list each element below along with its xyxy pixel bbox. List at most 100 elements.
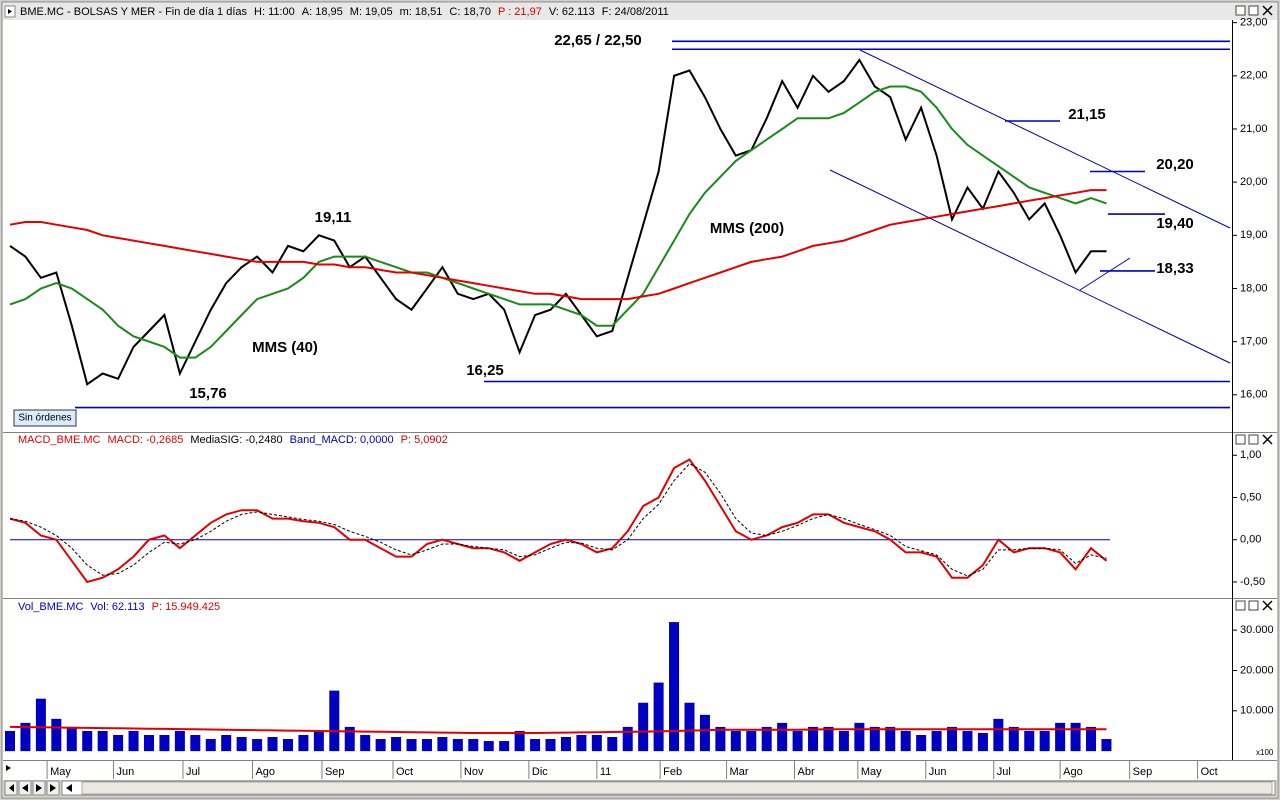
trend-line	[829, 169, 1231, 364]
volume-bar	[174, 730, 185, 752]
volume-bar	[1024, 730, 1035, 752]
volume-bar	[576, 734, 587, 752]
volume-bar	[1101, 739, 1112, 752]
volume-bar	[267, 737, 278, 752]
volume-bar	[669, 622, 680, 752]
panel-header: MACD_BME.MC MACD: -0,2685 MediaSIG: -0,248…	[18, 434, 448, 446]
volume-bar	[113, 734, 124, 752]
volume-bar	[730, 730, 741, 752]
annotation: 15,76	[189, 385, 227, 402]
x-tick-label: Jul	[997, 766, 1011, 778]
volume-bar	[638, 702, 649, 752]
volume-bar	[916, 734, 927, 752]
orders-button[interactable]	[13, 409, 77, 427]
x-tick-label: Jun	[116, 766, 134, 778]
series-line	[9, 725, 1107, 734]
volume-bar	[421, 739, 432, 752]
volume-bar	[35, 698, 46, 752]
volume-bar	[746, 730, 757, 752]
volume-bar	[560, 737, 571, 752]
x-tick-label: Jul	[186, 766, 200, 778]
volume-bar	[190, 734, 201, 752]
volume-bar	[406, 739, 417, 752]
volume-bar	[962, 730, 973, 752]
volume-bar	[499, 741, 510, 752]
title-bar	[3, 3, 1277, 20]
menu-icon	[8, 9, 12, 14]
maximize-button[interactable]	[1248, 434, 1259, 445]
volume-bar	[51, 718, 62, 752]
y-tick-label: 20.000	[1240, 664, 1274, 676]
scroll-thumb[interactable]	[81, 781, 1273, 795]
minimize-button[interactable]	[1235, 5, 1246, 16]
y-tick-label: 0,50	[1240, 491, 1261, 503]
series-line	[9, 189, 1107, 301]
volume-bar	[360, 734, 371, 752]
close-button[interactable]	[1262, 5, 1273, 16]
orders-button-label: Sin órdenes	[18, 413, 71, 424]
series-label: MMS (200)	[710, 220, 784, 237]
trend-line	[1079, 257, 1131, 291]
volume-bar	[947, 726, 958, 752]
y-tick-label: 19,00	[1240, 229, 1268, 241]
minimize-button[interactable]	[1235, 434, 1246, 445]
series-line	[9, 458, 1108, 584]
header-item: C: 18,70	[449, 6, 491, 18]
volume-bar	[1039, 730, 1050, 752]
volume-bar	[684, 702, 695, 752]
volume-bar	[128, 730, 139, 752]
y-tick-label: 30.000	[1240, 624, 1274, 636]
y-tick-label: 22,00	[1240, 70, 1268, 82]
volume-bar	[931, 730, 942, 752]
y-tick-label: 17,00	[1240, 336, 1268, 348]
panel-header: Vol_BME.MC Vol: 62.113 P: 15.949.425	[18, 601, 220, 613]
maximize-button[interactable]	[1248, 5, 1259, 16]
x-tick-label: Ago	[255, 766, 275, 778]
volume-bar	[437, 737, 448, 752]
annotation: 16,25	[466, 362, 504, 379]
header-item: P : 21,97	[498, 6, 542, 18]
annotation: 19,11	[315, 209, 352, 226]
header-item: Vol: 62.113	[90, 601, 144, 613]
header-item: MediaSIG: -0,2480	[190, 434, 282, 446]
x-tick-label: Dic	[532, 766, 548, 778]
x-tick-label: Sep	[1133, 766, 1153, 778]
volume-bar	[545, 739, 556, 752]
volume-bar	[5, 730, 15, 752]
volume-bar	[699, 714, 710, 752]
volume-bar	[344, 726, 355, 752]
volume-bar	[761, 726, 772, 752]
trend-line	[859, 49, 1231, 229]
x-tick-label: Oct	[1201, 766, 1218, 778]
volume-bar	[823, 726, 834, 752]
header-item: M: 19,05	[350, 6, 393, 18]
volume-bar	[777, 722, 788, 752]
volume-bar	[514, 730, 525, 752]
panel-buttons	[1235, 5, 1273, 611]
volume-bar	[715, 726, 726, 752]
series-line	[9, 85, 1107, 359]
header-item: A: 18,95	[302, 6, 343, 18]
close-button[interactable]	[1262, 434, 1273, 445]
close-button[interactable]	[1262, 600, 1273, 611]
series-label: MMS (40)	[252, 339, 318, 356]
volume-bar	[1086, 726, 1097, 752]
volume-bar	[313, 730, 324, 752]
x-tick-label: Mar	[730, 766, 749, 778]
volume-bar	[97, 730, 108, 752]
volume-bar	[1008, 726, 1019, 752]
panel-header: BME.MC - BOLSAS Y MER - Fin de día 1 día…	[20, 6, 669, 18]
y-tick-label: 21,00	[1240, 123, 1268, 135]
annotation: 21,15	[1068, 106, 1106, 123]
maximize-button[interactable]	[1248, 600, 1259, 611]
minimize-button[interactable]	[1235, 600, 1246, 611]
volume-bar	[20, 722, 31, 752]
annotation: 20,20	[1156, 156, 1194, 173]
volume-bar	[159, 734, 170, 752]
volume-bar	[252, 739, 263, 752]
volume-bar	[607, 737, 618, 752]
volume-bar	[1055, 722, 1066, 752]
unit-label: x100	[1256, 748, 1274, 757]
